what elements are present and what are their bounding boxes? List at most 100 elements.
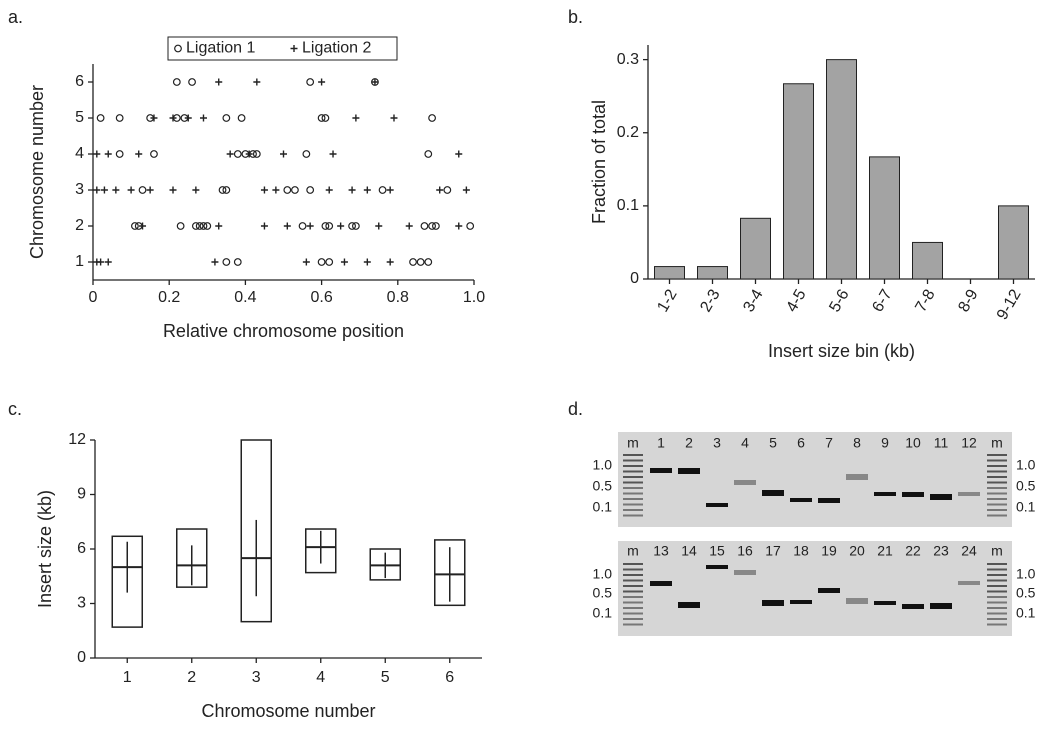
point	[260, 186, 268, 194]
point	[245, 150, 253, 158]
ladder-band	[987, 476, 1007, 478]
x-tick-label: 3-4	[740, 287, 766, 316]
y-axis-label: Insert size (kb)	[35, 490, 55, 608]
ladder-band	[987, 618, 1007, 620]
lane-label: m	[991, 435, 1003, 451]
lane-label: 7	[825, 435, 833, 451]
point	[280, 150, 287, 158]
band	[818, 498, 840, 503]
lane-label: 8	[853, 435, 861, 451]
legend-marker	[174, 44, 182, 53]
point	[306, 186, 315, 194]
band	[874, 492, 896, 496]
point	[371, 78, 379, 86]
point	[405, 222, 413, 230]
point	[337, 222, 345, 230]
ladder-band	[623, 498, 643, 500]
size-label: 0.5	[593, 585, 613, 601]
box	[240, 439, 272, 623]
point	[432, 222, 440, 230]
band	[902, 492, 924, 497]
point	[96, 114, 105, 122]
lane-label: 24	[961, 543, 977, 559]
point	[93, 186, 101, 194]
lane-label: m	[627, 435, 639, 451]
ladder-band	[987, 498, 1007, 500]
y-tick-label: 3	[75, 181, 84, 198]
point	[302, 258, 310, 266]
lane-label: 1	[657, 435, 665, 451]
point	[233, 150, 242, 158]
ladder-band	[623, 612, 643, 615]
lane-label: 13	[653, 543, 669, 559]
y-tick-label: 6	[77, 540, 86, 557]
x-tick-label: 5-6	[826, 287, 852, 316]
y-tick-label: 0.2	[617, 124, 639, 141]
point	[321, 222, 330, 230]
point	[351, 222, 360, 230]
band	[706, 503, 728, 507]
lane-label: 23	[933, 543, 949, 559]
ladder-band	[623, 568, 643, 571]
y-tick-label: 1	[75, 253, 84, 270]
point	[203, 222, 212, 230]
point	[184, 114, 192, 122]
point	[233, 258, 242, 266]
panel-label: a.	[8, 7, 23, 27]
point	[317, 258, 326, 266]
band	[678, 602, 700, 608]
point	[321, 114, 330, 122]
point	[150, 150, 158, 158]
point	[386, 186, 394, 194]
point	[93, 150, 101, 158]
lane-label: m	[627, 543, 639, 559]
band	[790, 600, 812, 604]
bar	[869, 156, 900, 280]
point	[298, 222, 307, 230]
ladder-band	[623, 481, 643, 484]
band	[958, 492, 980, 496]
ladder-band	[623, 618, 643, 620]
point	[253, 78, 261, 86]
point	[112, 186, 120, 194]
y-tick-label: 0.1	[617, 197, 639, 214]
point	[291, 186, 299, 194]
point	[169, 114, 177, 122]
ladder-band	[987, 563, 1007, 565]
band	[846, 598, 868, 604]
point	[139, 222, 147, 230]
point	[138, 186, 147, 194]
ladder-band	[987, 623, 1007, 626]
lane-label: 19	[821, 543, 837, 559]
x-axis-label: Chromosome number	[201, 701, 375, 721]
x-tick-label: 0.4	[234, 289, 256, 306]
point	[135, 150, 143, 158]
ladder-band	[987, 574, 1007, 576]
legend-box	[167, 36, 398, 61]
ladder-band	[987, 503, 1007, 506]
ladder-band	[623, 590, 643, 593]
point	[176, 222, 185, 230]
point	[211, 258, 219, 266]
point	[215, 78, 223, 86]
lane-label: 10	[905, 435, 921, 451]
point	[172, 78, 181, 86]
band	[650, 581, 672, 586]
point	[283, 186, 292, 194]
band	[930, 494, 952, 500]
bar	[697, 266, 728, 280]
bar	[998, 205, 1029, 280]
point	[306, 222, 314, 230]
x-tick-label: 1-2	[654, 287, 680, 316]
point	[188, 78, 196, 86]
band	[930, 603, 952, 609]
band	[734, 570, 756, 575]
y-tick-label: 0	[77, 649, 86, 666]
ladder-band	[623, 601, 643, 604]
legend-label: Ligation 1	[186, 40, 255, 57]
point	[340, 258, 348, 266]
size-label: 0.1	[593, 499, 613, 515]
point	[226, 150, 234, 158]
ladder-band	[987, 596, 1007, 598]
point	[428, 114, 436, 122]
